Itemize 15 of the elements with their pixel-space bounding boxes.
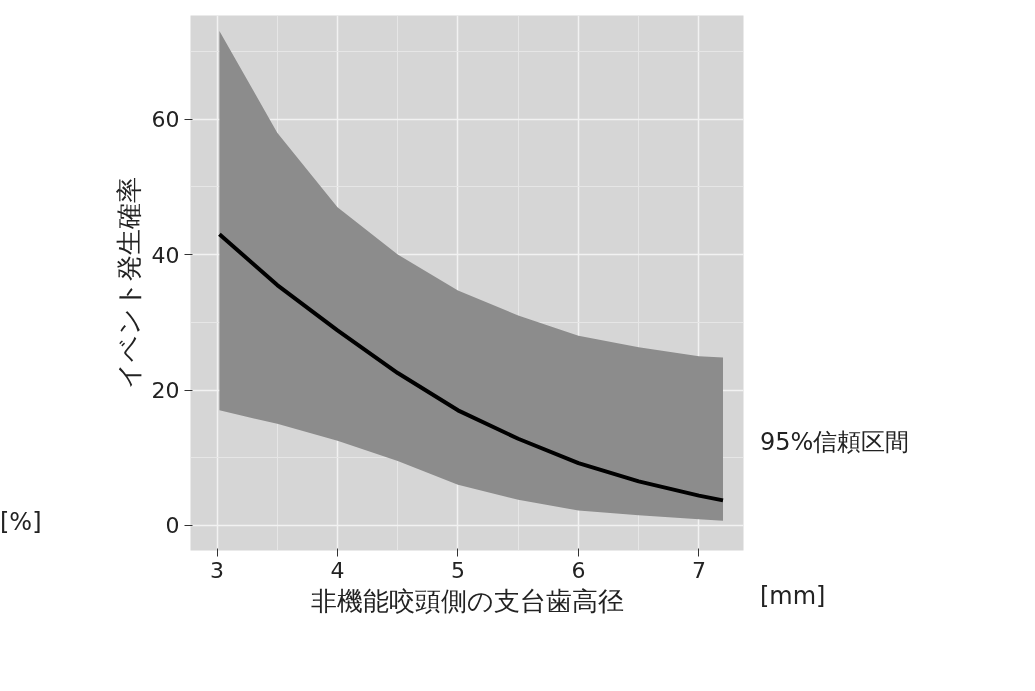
line-series	[217, 232, 726, 503]
x-tick-label: 6	[571, 557, 586, 583]
x-axis-title: 非機能咬頭側の支台歯高径	[310, 585, 624, 616]
y-tick-label: 0	[165, 513, 180, 539]
x-tick-label: 7	[691, 557, 706, 583]
text: [mm]	[760, 581, 826, 612]
x-tick-label: 5	[450, 557, 465, 583]
y-tick-label: 60	[151, 107, 180, 133]
text: [%]	[0, 507, 42, 538]
text: 95%信頼区間	[760, 427, 910, 458]
y-axis-title: イベント発生確率	[113, 177, 144, 389]
x-tick-label: 4	[330, 557, 345, 583]
x-tick-label: 3	[210, 557, 225, 583]
y-tick-label: 20	[151, 378, 180, 403]
y-tick-label: 40	[151, 242, 180, 268]
